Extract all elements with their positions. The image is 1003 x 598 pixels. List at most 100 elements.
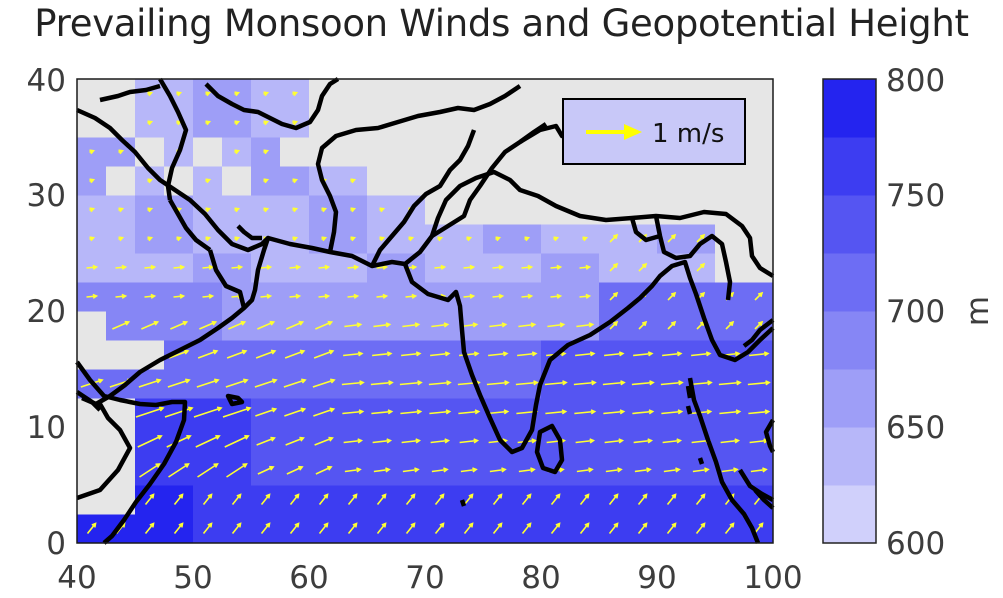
wind-arrowhead	[707, 380, 713, 386]
wind-arrowhead	[350, 178, 357, 184]
grid-cell	[309, 108, 339, 138]
wind-arrowhead	[699, 233, 706, 240]
wind-arrowhead	[469, 264, 476, 270]
wind-arrow	[434, 494, 445, 505]
wind-arrow	[492, 295, 503, 298]
wind-arrowhead	[530, 322, 537, 328]
wind-arrowhead	[706, 409, 713, 415]
wind-arrow	[289, 523, 300, 534]
wind-arrowhead	[526, 493, 532, 499]
wind-arrow	[376, 295, 387, 298]
wind-arrowhead	[301, 378, 307, 384]
map-frame	[76, 78, 774, 544]
vector-legend: 1 m/s	[562, 98, 746, 165]
wind-arrowhead	[613, 522, 619, 528]
wind-arrowhead	[212, 349, 219, 355]
wind-arrowhead	[670, 233, 677, 240]
wind-arrowhead	[677, 409, 684, 415]
wind-arrow	[139, 463, 160, 478]
wind-arrow	[662, 352, 681, 357]
persian-gulf	[236, 224, 262, 241]
x-tick-label: 100	[743, 560, 802, 596]
grid-cell	[77, 456, 107, 486]
wind-arrowhead	[208, 264, 215, 270]
wind-arrow	[547, 323, 564, 328]
grid-cell	[744, 137, 774, 167]
wind-arrowhead	[205, 91, 212, 97]
east-edge	[742, 318, 775, 348]
wind-arrow	[231, 266, 242, 269]
wind-arrow	[430, 352, 449, 357]
wind-arrowhead	[352, 522, 358, 528]
wind-arrow	[428, 381, 451, 386]
wind-arrowhead	[417, 380, 423, 386]
red-sea-west	[75, 390, 102, 412]
x-axis-ticks: 40 50 60 70 80 90 100	[57, 560, 802, 596]
wind-arrowhead	[118, 207, 125, 213]
wind-arrowhead	[263, 120, 270, 126]
grid-cell	[744, 166, 774, 196]
wind-arrowhead	[642, 522, 648, 528]
geopotential-cells	[77, 79, 774, 544]
wind-arrowhead	[757, 320, 764, 327]
wind-arrow	[689, 381, 712, 386]
wind-arrowhead	[612, 233, 619, 240]
wind-arrowhead	[234, 236, 241, 242]
wind-arrow	[550, 494, 561, 505]
wind-arrowhead	[294, 493, 300, 499]
wind-arrow	[284, 350, 305, 359]
wind-arrowhead	[92, 264, 99, 270]
wind-arrowhead	[178, 522, 184, 528]
wind-arrowhead	[244, 434, 250, 440]
wind-arrow	[141, 321, 158, 330]
wind-arrow	[518, 468, 535, 473]
sri-lanka	[534, 423, 565, 475]
wind-arrowhead	[617, 467, 623, 473]
wind-arrowhead	[121, 293, 128, 299]
wind-arrowhead	[211, 320, 218, 326]
wind-arrow	[459, 352, 478, 357]
wind-arrowhead	[704, 467, 710, 473]
wind-arrowhead	[410, 522, 416, 528]
grid-cell	[541, 166, 571, 196]
bangladesh	[653, 215, 733, 301]
wind-arrow	[401, 352, 420, 357]
colorbar-level	[823, 195, 876, 254]
colorbar: 600 650 700 750 800 m	[822, 63, 996, 562]
grid-cell	[77, 79, 107, 109]
wind-arrow	[603, 410, 624, 415]
wind-arrowhead	[468, 522, 474, 528]
grid-cell	[77, 311, 107, 341]
grid-cell	[512, 79, 542, 109]
wind-arrow	[318, 266, 329, 269]
grid-cell	[77, 427, 107, 457]
grid-cell	[599, 166, 629, 196]
wind-arrowhead	[700, 493, 706, 499]
wind-arrow	[718, 381, 741, 386]
wind-arrowhead	[323, 493, 329, 499]
wind-arrow	[463, 295, 474, 298]
wind-arrow	[492, 266, 503, 269]
wind-arrowhead	[89, 178, 96, 184]
wind-arrowhead	[671, 493, 677, 499]
wind-arrowhead	[503, 409, 510, 415]
grid-cell	[657, 166, 687, 196]
wind-arrow	[312, 379, 335, 388]
wind-arrow	[86, 266, 97, 269]
grid-cell	[396, 137, 426, 167]
wind-arrow	[662, 439, 681, 444]
grid-cell	[744, 79, 774, 109]
turkey-iran	[99, 83, 161, 103]
wind-arrow	[691, 352, 710, 357]
wind-arrowhead	[270, 436, 276, 442]
coastlines-borders	[75, 77, 776, 545]
grid-cell	[483, 195, 513, 225]
wind-arrowhead	[245, 406, 252, 412]
wind-arrowhead	[473, 351, 480, 357]
wind-arrow	[370, 381, 393, 386]
wind-arrow	[115, 295, 126, 298]
wind-arrowhead	[234, 91, 241, 97]
wind-arrowhead	[612, 320, 619, 327]
wind-arrow	[515, 381, 538, 386]
bhutan	[629, 217, 661, 243]
